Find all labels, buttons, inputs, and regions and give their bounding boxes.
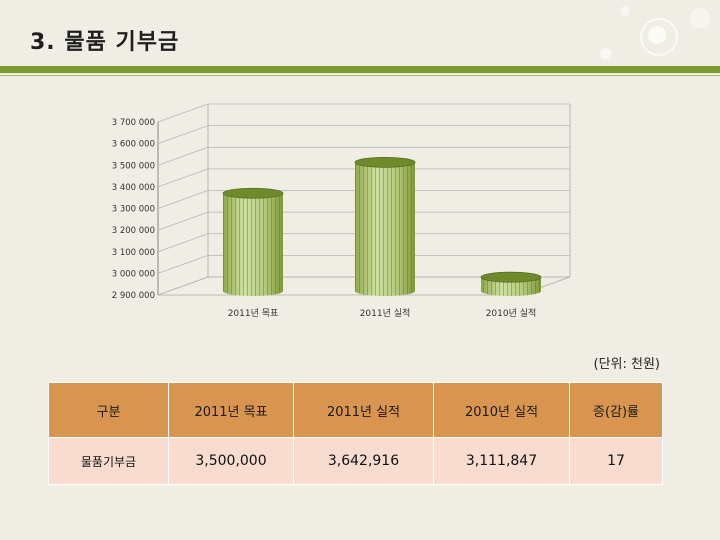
decor-dot [600, 48, 612, 60]
y-tick-label: 3 100 000 [112, 248, 155, 258]
table-cell: 물품기부금 [48, 437, 169, 485]
gridline-diagonal [157, 233, 209, 253]
table-cell: 3,642,916 [293, 437, 434, 485]
bar-stripes [223, 193, 283, 296]
gridline-diagonal [157, 168, 209, 188]
table-header-cell: 증(감)률 [569, 382, 663, 438]
y-tick-label: 3 600 000 [112, 140, 155, 150]
gridline-diagonal [157, 255, 209, 274]
gridline-diagonal [157, 211, 209, 231]
title-divider-thin [0, 75, 720, 76]
bar [480, 271, 542, 296]
gridline-diagonal [157, 276, 209, 296]
y-tick-label: 3 400 000 [112, 183, 155, 193]
table-header-cell: 2010년 실적 [433, 382, 570, 438]
y-tick-label: 3 300 000 [112, 205, 155, 215]
table-cell: 3,500,000 [168, 437, 294, 485]
decor-dot [690, 8, 710, 28]
table-header-row: 구분 2011년 목표 2011년 실적 2010년 실적 증(감)률 [48, 382, 663, 438]
y-tick-label: 3 500 000 [112, 161, 155, 171]
x-tick-label: 2010년 실적 [486, 307, 537, 319]
page-title: 3. 물품 기부금 [30, 30, 180, 55]
table-row: 물품기부금 3,500,000 3,642,916 3,111,847 17 [48, 437, 663, 485]
table-cell: 3,111,847 [433, 437, 570, 485]
x-tick-label: 2011년 실적 [360, 307, 411, 319]
bar [354, 156, 416, 296]
y-tick-label: 3 000 000 [112, 269, 155, 279]
data-table: 구분 2011년 목표 2011년 실적 2010년 실적 증(감)률 물품기부… [48, 382, 663, 485]
chart-labels: 2 900 000 3 000 000 3 100 000 3 200 000 3 30… [112, 118, 537, 319]
y-tick-label: 3 200 000 [112, 226, 155, 236]
gridline-diagonal [157, 146, 209, 166]
table-header-cell: 구분 [48, 382, 169, 438]
bar-top [222, 187, 284, 199]
gridline-diagonal [157, 190, 209, 209]
bar-top [354, 156, 416, 168]
chart-bars [222, 156, 542, 296]
decor-dot [648, 26, 666, 44]
gridline-diagonal [157, 125, 209, 144]
unit-note: (단위: 천원) [593, 357, 661, 372]
bar-stripes [355, 162, 415, 296]
y-tick-label: 3 700 000 [112, 118, 155, 128]
table-header-cell: 2011년 목표 [168, 382, 294, 438]
title-divider [0, 66, 720, 73]
bar [222, 187, 284, 296]
decor-ring [640, 18, 678, 56]
decor-dot [620, 6, 630, 16]
table-cell: 17 [569, 437, 663, 485]
table-header-cell: 2011년 실적 [293, 382, 434, 438]
bar-chart: 2 900 000 3 000 000 3 100 000 3 200 000 3 30… [112, 103, 571, 319]
y-tick-label: 2 900 000 [112, 291, 155, 301]
gridline-diagonal [157, 103, 209, 123]
x-tick-label: 2011년 목표 [228, 308, 279, 319]
bar-top [480, 271, 542, 283]
